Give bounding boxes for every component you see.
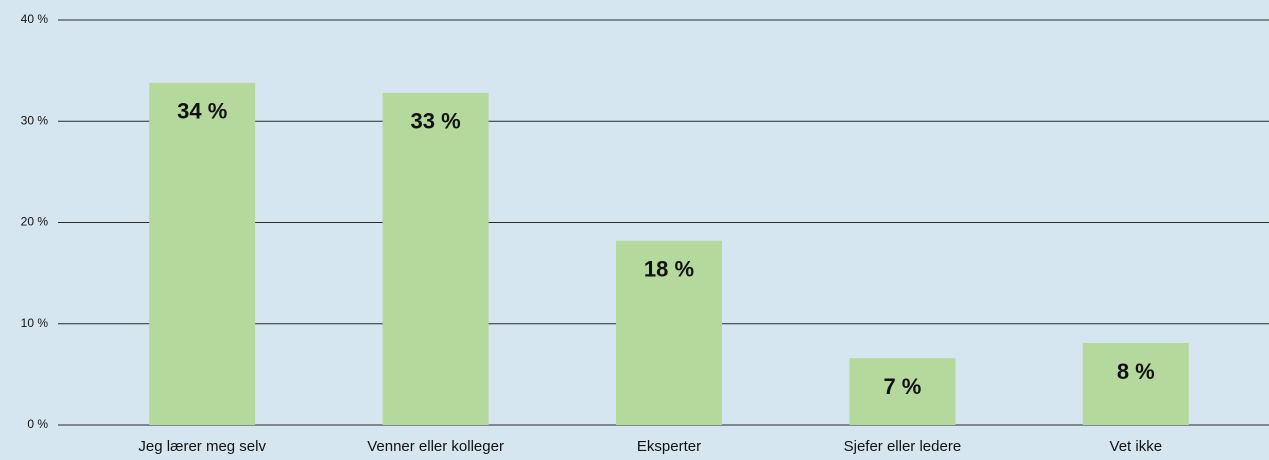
bar	[849, 358, 956, 425]
bar	[616, 240, 722, 425]
x-tick-label: Jeg lærer meg selv	[138, 438, 266, 455]
value-label: 18 %	[644, 257, 694, 282]
value-label: 7 %	[883, 374, 921, 399]
y-tick-label: 10 %	[21, 316, 49, 330]
bar	[382, 92, 489, 426]
bar	[1082, 342, 1189, 425]
x-tick-label: Vet ikke	[1110, 438, 1163, 455]
y-tick-label: 0 %	[27, 417, 48, 431]
bar	[149, 82, 256, 426]
x-tick-label: Eksperter	[637, 438, 701, 455]
x-tick-label: Venner eller kolleger	[367, 438, 504, 455]
y-tick-label: 20 %	[21, 215, 49, 229]
value-label: 33 %	[411, 109, 461, 134]
y-tick-label: 30 %	[21, 113, 49, 127]
x-tick-label: Sjefer eller ledere	[844, 438, 962, 455]
value-label: 8 %	[1117, 359, 1155, 384]
value-label: 34 %	[177, 99, 227, 124]
y-tick-label: 40 %	[21, 12, 49, 26]
